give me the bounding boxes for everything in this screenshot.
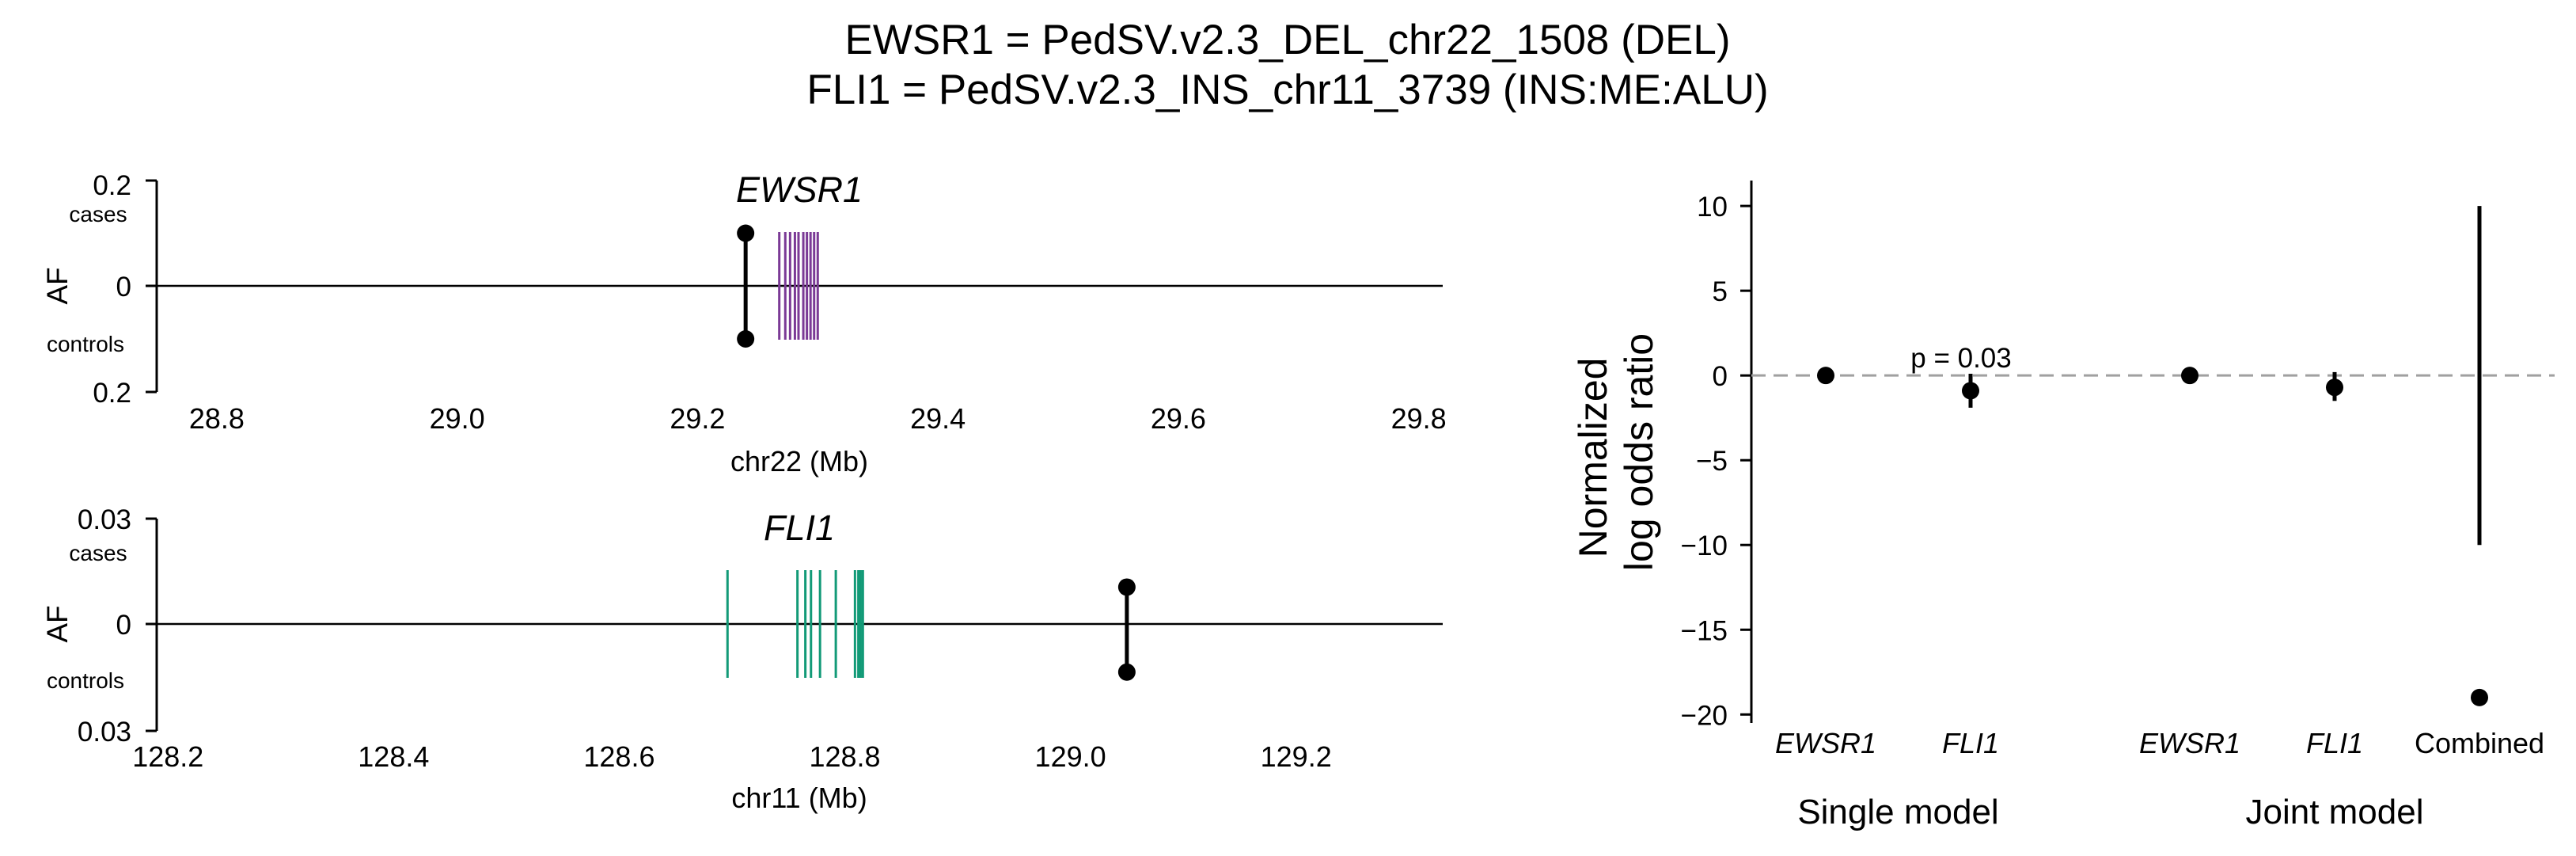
odds-group-label: Joint model: [2245, 793, 2423, 831]
odds-y-tick-label: 0: [1713, 361, 1728, 392]
ewsr1-x-tick-label: 29.2: [670, 402, 725, 435]
odds-point-3: [2326, 379, 2343, 397]
odds-category-label: EWSR1: [2139, 727, 2240, 759]
fli1-x-tick-label: 128.4: [358, 740, 429, 773]
fli1-controls-label: controls: [47, 668, 124, 693]
fli1-y-tick-label-bottom: 0.03: [78, 717, 131, 748]
ewsr1-y-tick-label-zero: 0: [116, 272, 131, 302]
ewsr1-x-ticks: 28.8 29.0 29.2 29.4 29.6 29.8: [189, 402, 1447, 435]
fli1-y-axis-label: AF: [41, 605, 74, 642]
ewsr1-x-tick-label: 29.0: [430, 402, 485, 435]
ewsr1-locus-panel: 0.2 0 0.2 cases controls AF EWSR1 28.8 29…: [41, 169, 1447, 477]
odds-y-tick-label: 10: [1697, 192, 1728, 223]
fli1-x-axis-label: chr11 (Mb): [731, 782, 867, 814]
fli1-exons: [726, 570, 864, 678]
fli1-variant-controls-point: [1117, 663, 1136, 681]
fli1-cases-label: cases: [69, 541, 127, 565]
odds-category-label: Combined: [2415, 727, 2544, 759]
odds-point-1: [1962, 382, 1979, 400]
ewsr1-x-tick-label: 29.4: [910, 402, 966, 435]
odds-y-tick-label: 5: [1713, 276, 1728, 307]
figure-title-line1: EWSR1 = PedSV.v2.3_DEL_chr22_1508 (DEL): [844, 17, 1730, 63]
odds-ratio-panel: 10 5 0 −5 −10 −15 −20 Normalized log odds rati…: [1571, 181, 2555, 831]
ewsr1-x-tick-label: 28.8: [189, 402, 245, 435]
odds-y-ticks: 10 5 0 −5 −10 −15 −20: [1681, 192, 1751, 731]
fli1-locus-panel: 0.03 0 0.03 cases controls AF FLI1 128.2…: [41, 504, 1443, 814]
odds-y-tick-label: −5: [1696, 446, 1728, 477]
figure-title-line2: FLI1 = PedSV.v2.3_INS_chr11_3739 (INS:ME…: [806, 67, 1768, 113]
odds-point-0: [1817, 367, 1834, 385]
fli1-x-tick-label: 129.2: [1261, 740, 1332, 773]
ewsr1-variant-controls-point: [737, 330, 755, 348]
fli1-variant: [1117, 578, 1136, 681]
odds-point-2: [2181, 367, 2199, 385]
odds-y-tick-label: −10: [1681, 531, 1728, 561]
ewsr1-x-axis-label: chr22 (Mb): [730, 445, 868, 477]
odds-category-labels: EWSR1 FLI1 EWSR1 FLI1 Combined: [1775, 727, 2544, 759]
ewsr1-x-tick-label: 29.6: [1151, 402, 1206, 435]
odds-category-label: FLI1: [2306, 727, 2363, 759]
ewsr1-controls-label: controls: [47, 332, 124, 356]
ewsr1-y-tick-label-top: 0.2: [93, 170, 131, 201]
odds-category-label: FLI1: [1942, 727, 1999, 759]
fli1-x-tick-label: 128.8: [809, 740, 880, 773]
odds-group-label: Single model: [1797, 793, 1998, 831]
fli1-x-tick-label: 128.6: [583, 740, 654, 773]
odds-group-labels: Single model Joint model: [1797, 793, 2423, 831]
ewsr1-variant: [737, 224, 755, 348]
ewsr1-y-tick-label-bottom: 0.2: [93, 378, 131, 409]
fli1-variant-cases-point: [1117, 578, 1136, 596]
ewsr1-cases-label: cases: [69, 202, 127, 226]
ewsr1-x-tick-label: 29.8: [1391, 402, 1447, 435]
fli1-x-tick-label: 129.0: [1035, 740, 1106, 773]
fli1-x-ticks: 128.2 128.4 128.6 128.8 129.0 129.2: [132, 740, 1332, 773]
odds-y-axis-label: Normalized log odds ratio: [1571, 333, 1661, 571]
fli1-x-tick-label: 128.2: [132, 740, 203, 773]
odds-point-4: [2471, 688, 2488, 706]
ewsr1-y-axis-label: AF: [41, 267, 74, 304]
ewsr1-gene-label: EWSR1: [736, 169, 863, 210]
p-value-annotation: p = 0.03: [1910, 343, 2011, 374]
fli1-y-tick-label-zero: 0: [116, 610, 131, 641]
ewsr1-variant-cases-point: [737, 224, 755, 242]
ewsr1-exons: [778, 232, 819, 340]
fli1-gene-label: FLI1: [764, 508, 835, 548]
odds-y-tick-label: −15: [1681, 615, 1728, 646]
fli1-y-tick-label-top: 0.03: [78, 504, 131, 535]
odds-category-label: EWSR1: [1775, 727, 1876, 759]
odds-points: [1817, 206, 2488, 706]
odds-y-tick-label: −20: [1681, 700, 1728, 731]
